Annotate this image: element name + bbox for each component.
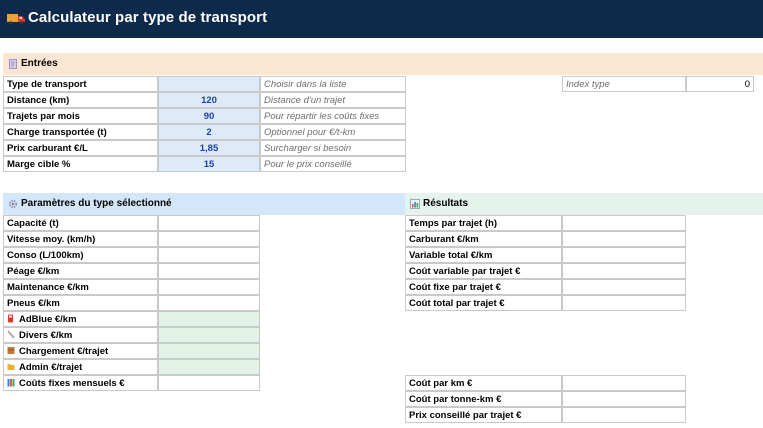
inputs-section-header: Entrées <box>3 53 763 75</box>
wrench-icon <box>7 330 15 339</box>
params-section-header: Paramètres du type sélectionné <box>3 193 405 215</box>
param-value <box>158 375 260 391</box>
input-value-field[interactable]: 2 <box>158 124 260 140</box>
input-hint: Surcharger si besoin <box>260 140 406 156</box>
param-label-text: Vitesse moy. (km/h) <box>7 234 96 245</box>
input-hint: Distance d'un trajet <box>260 92 406 108</box>
transport-type-select[interactable] <box>158 76 260 92</box>
result-label: Prix conseillé par trajet € <box>405 407 562 423</box>
param-label: Vitesse moy. (km/h) <box>3 231 158 247</box>
truck-icon <box>7 14 25 25</box>
param-label: Péage €/km <box>3 263 158 279</box>
param-value <box>158 231 260 247</box>
gear-icon <box>8 199 18 209</box>
index-type-value[interactable]: 0 <box>686 76 754 92</box>
input-value-field[interactable]: 15 <box>158 156 260 172</box>
param-value <box>158 215 260 231</box>
result-value <box>562 295 686 311</box>
fuel-pump-icon <box>8 314 13 323</box>
input-label: Marge cible % <box>3 156 158 172</box>
param-label-text: Péage €/km <box>7 266 60 277</box>
param-label: AdBlue €/km <box>3 311 158 327</box>
input-hint: Pour répartir les coûts fixes <box>260 108 406 124</box>
param-value <box>158 263 260 279</box>
input-label: Charge transportée (t) <box>3 124 158 140</box>
result-label: Coût fixe par trajet € <box>405 279 562 295</box>
input-value-field[interactable]: 90 <box>158 108 260 124</box>
param-label: Chargement €/trajet <box>3 343 158 359</box>
param-value[interactable] <box>158 359 260 375</box>
inputs-section-title: Entrées <box>21 58 58 69</box>
result-value <box>562 263 686 279</box>
result-label: Coût variable par trajet € <box>405 263 562 279</box>
param-label-text: AdBlue €/km <box>19 314 77 325</box>
input-label: Type de transport <box>3 76 158 92</box>
result-value <box>562 231 686 247</box>
param-label: Maintenance €/km <box>3 279 158 295</box>
param-label: Pneus €/km <box>3 295 158 311</box>
param-label: Admin €/trajet <box>3 359 158 375</box>
title-bar: Calculateur par type de transport <box>0 0 763 38</box>
param-value[interactable] <box>158 311 260 327</box>
result-label: Temps par trajet (h) <box>405 215 562 231</box>
result-value <box>562 407 686 423</box>
param-value <box>158 279 260 295</box>
result-value <box>562 215 686 231</box>
results-section-title: Résultats <box>423 198 469 209</box>
param-label: Conso (L/100km) <box>3 247 158 263</box>
param-label-text: Pneus €/km <box>7 298 60 309</box>
param-label-text: Admin €/trajet <box>19 362 83 373</box>
index-type-label: Index type <box>562 76 686 92</box>
result-value <box>562 391 686 407</box>
param-label: Divers €/km <box>3 327 158 343</box>
result-value <box>562 279 686 295</box>
param-label-text: Conso (L/100km) <box>7 250 84 261</box>
books-icon <box>7 379 15 387</box>
input-label: Trajets par mois <box>3 108 158 124</box>
result-label: Coût par km € <box>405 375 562 391</box>
param-value <box>158 247 260 263</box>
input-label: Prix carburant €/L <box>3 140 158 156</box>
result-label: Coût total par trajet € <box>405 295 562 311</box>
param-label-text: Chargement €/trajet <box>19 346 109 357</box>
param-value[interactable] <box>158 327 260 343</box>
params-section-title: Paramètres du type sélectionné <box>21 198 172 209</box>
param-label: Capacité (t) <box>3 215 158 231</box>
page-title: Calculateur par type de transport <box>28 9 268 26</box>
package-icon <box>7 347 15 354</box>
param-label: Coûts fixes mensuels € <box>3 375 158 391</box>
input-hint: Optionnel pour €/t-km <box>260 124 406 140</box>
param-label-text: Capacité (t) <box>7 218 59 229</box>
bar-chart-icon <box>410 199 420 209</box>
document-icon <box>9 59 17 69</box>
input-value-field[interactable]: 1,85 <box>158 140 260 156</box>
result-label: Carburant €/km <box>405 231 562 247</box>
param-value[interactable] <box>158 343 260 359</box>
result-value <box>562 375 686 391</box>
input-hint: Pour le prix conseillé <box>260 156 406 172</box>
input-value-field[interactable]: 120 <box>158 92 260 108</box>
param-label-text: Maintenance €/km <box>7 282 89 293</box>
param-value <box>158 295 260 311</box>
input-hint: Choisir dans la liste <box>260 76 406 92</box>
param-label-text: Coûts fixes mensuels € <box>19 378 125 389</box>
results-section-header: Résultats <box>405 193 763 215</box>
result-label: Variable total €/km <box>405 247 562 263</box>
folder-icon <box>7 364 15 370</box>
param-label-text: Divers €/km <box>19 330 73 341</box>
result-value <box>562 247 686 263</box>
result-label: Coût par tonne-km € <box>405 391 562 407</box>
input-label: Distance (km) <box>3 92 158 108</box>
